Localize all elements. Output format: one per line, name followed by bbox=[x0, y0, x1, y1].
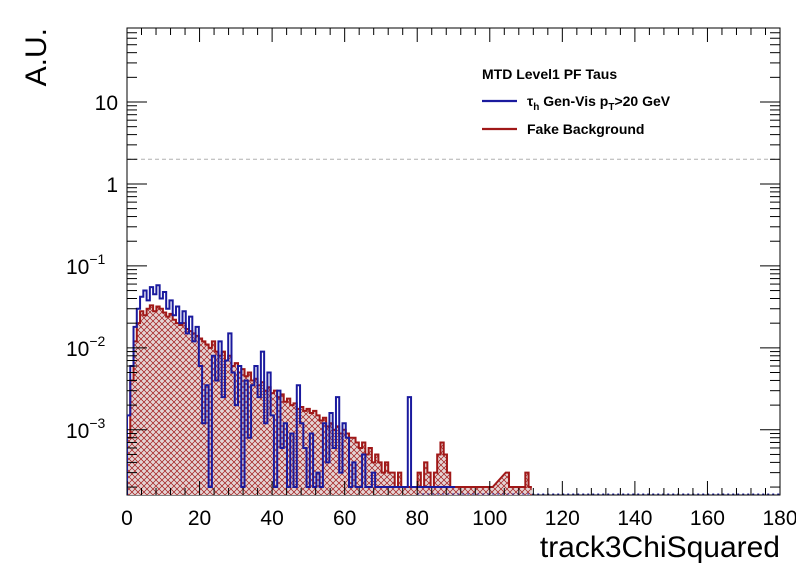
legend-label-background: Fake Background bbox=[527, 121, 644, 137]
legend-header: MTD Level1 PF Taus bbox=[482, 66, 617, 82]
x-tick-label: 20 bbox=[188, 507, 211, 530]
x-axis-title: track3ChiSquared bbox=[540, 531, 780, 564]
x-tick-label: 120 bbox=[545, 507, 580, 530]
x-tick-label: 60 bbox=[333, 507, 356, 530]
y-tick-label: 10 bbox=[95, 92, 118, 115]
x-tick-label: 0 bbox=[121, 507, 133, 530]
x-axis-ticks: 0 20 40 60 80 100 120 140 160 180 bbox=[121, 28, 796, 530]
y-axis-ticks: 10 1 10−1 10−2 10−3 bbox=[66, 27, 780, 488]
series-layer bbox=[127, 284, 780, 495]
series-fill-1 bbox=[127, 305, 532, 495]
legend: MTD Level1 PF Taus τh Gen-Vis pT>20 GeV … bbox=[482, 66, 671, 137]
y-tick-label: 10−3 bbox=[66, 415, 106, 443]
x-tick-label: 160 bbox=[690, 507, 725, 530]
y-axis-title: A.U. bbox=[20, 28, 53, 86]
y-tick-label: 10−2 bbox=[66, 333, 106, 361]
series-line-0 bbox=[127, 284, 456, 495]
x-tick-label: 100 bbox=[472, 507, 507, 530]
y-tick-label: 10−1 bbox=[66, 251, 106, 279]
x-tick-label: 40 bbox=[260, 507, 283, 530]
x-tick-label: 180 bbox=[762, 507, 796, 530]
y-tick-label: 1 bbox=[106, 174, 118, 197]
legend-label-signal: τh Gen-Vis pT>20 GeV bbox=[527, 93, 671, 113]
x-tick-label: 140 bbox=[617, 507, 652, 530]
x-tick-label: 80 bbox=[406, 507, 429, 530]
